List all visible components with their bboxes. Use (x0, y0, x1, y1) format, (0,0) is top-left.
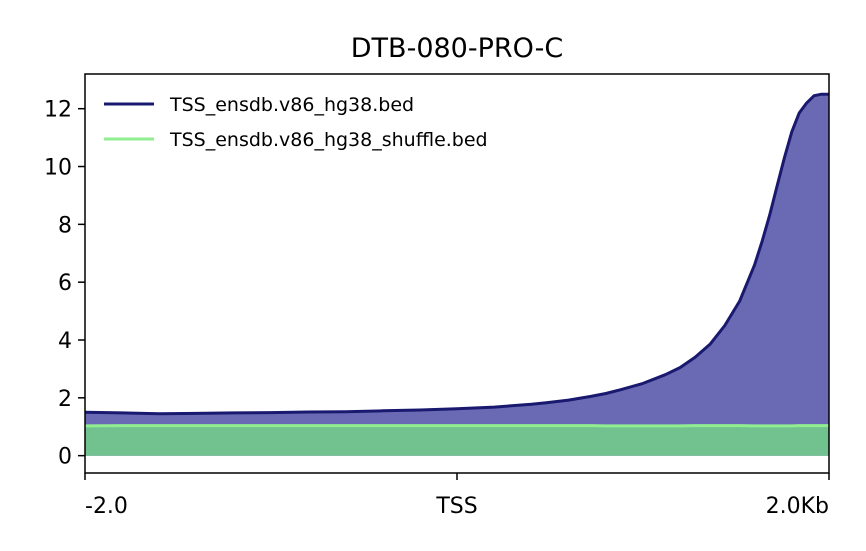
y-tick-label: 0 (58, 445, 72, 470)
y-tick-label: 10 (44, 156, 72, 181)
y-tick-label: 2 (58, 387, 72, 412)
x-tick-label: 2.0Kb (766, 494, 829, 519)
x-tick-label: TSS (435, 494, 477, 519)
legend-label-1: TSS_ensdb.v86_hg38.bed (169, 94, 414, 116)
y-tick-label: 8 (58, 213, 72, 238)
y-axis: 0 2 4 6 8 10 12 (44, 98, 85, 470)
series-fill-2 (85, 425, 829, 456)
x-tick-label: -2.0 (85, 494, 128, 519)
y-tick-label: 4 (58, 329, 72, 354)
series-fills (85, 94, 829, 456)
legend: TSS_ensdb.v86_hg38.bed TSS_ensdb.v86_hg38… (104, 94, 488, 151)
series-line-1 (84, 92, 829, 416)
x-axis: -2.0 TSS 2.0Kb (84, 473, 830, 519)
legend-label-2: TSS_ensdb.v86_hg38_shuffle.bed (169, 129, 488, 151)
series-fill-1 (85, 94, 829, 456)
chart-title: DTB-080-PRO-C (351, 33, 563, 64)
y-tick-label: 12 (44, 98, 72, 123)
y-tick-label: 6 (58, 271, 72, 296)
series-lines (84, 92, 829, 428)
